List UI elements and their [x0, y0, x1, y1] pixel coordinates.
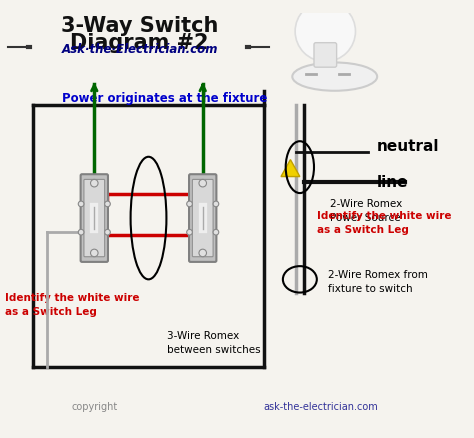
Circle shape: [78, 230, 84, 235]
Text: Identify the white wire
as a Switch Leg: Identify the white wire as a Switch Leg: [317, 211, 451, 234]
FancyBboxPatch shape: [84, 180, 105, 257]
Text: copyright: copyright: [71, 403, 118, 413]
FancyBboxPatch shape: [314, 42, 337, 67]
Text: Identify the white wire
as a Switch Leg: Identify the white wire as a Switch Leg: [5, 293, 139, 318]
Polygon shape: [281, 159, 300, 177]
Circle shape: [295, 1, 356, 61]
Text: 3-Way Switch: 3-Way Switch: [61, 16, 218, 36]
Text: Diagram #2: Diagram #2: [70, 33, 209, 53]
FancyBboxPatch shape: [189, 174, 217, 262]
Circle shape: [91, 180, 98, 187]
Ellipse shape: [292, 63, 377, 91]
Text: Power originates at the fixture: Power originates at the fixture: [62, 92, 268, 105]
Text: ask-the-electrician.com: ask-the-electrician.com: [263, 403, 378, 413]
Text: 2-Wire Romex
Power Source: 2-Wire Romex Power Source: [330, 199, 402, 223]
Circle shape: [91, 249, 98, 257]
Circle shape: [187, 201, 192, 207]
Text: Ask·the·Electrician.com: Ask·the·Electrician.com: [61, 42, 218, 56]
Circle shape: [187, 230, 192, 235]
Circle shape: [199, 180, 207, 187]
Text: 2-Wire Romex from
fixture to switch: 2-Wire Romex from fixture to switch: [328, 270, 428, 294]
FancyBboxPatch shape: [81, 174, 108, 262]
Text: neutral: neutral: [377, 139, 440, 154]
Text: 3-Wire Romex
between switches: 3-Wire Romex between switches: [167, 331, 261, 355]
Circle shape: [213, 230, 219, 235]
Circle shape: [105, 230, 110, 235]
Circle shape: [105, 201, 110, 207]
Circle shape: [78, 201, 84, 207]
Text: line: line: [377, 175, 409, 190]
Circle shape: [213, 201, 219, 207]
FancyBboxPatch shape: [192, 180, 213, 257]
Circle shape: [199, 249, 207, 257]
